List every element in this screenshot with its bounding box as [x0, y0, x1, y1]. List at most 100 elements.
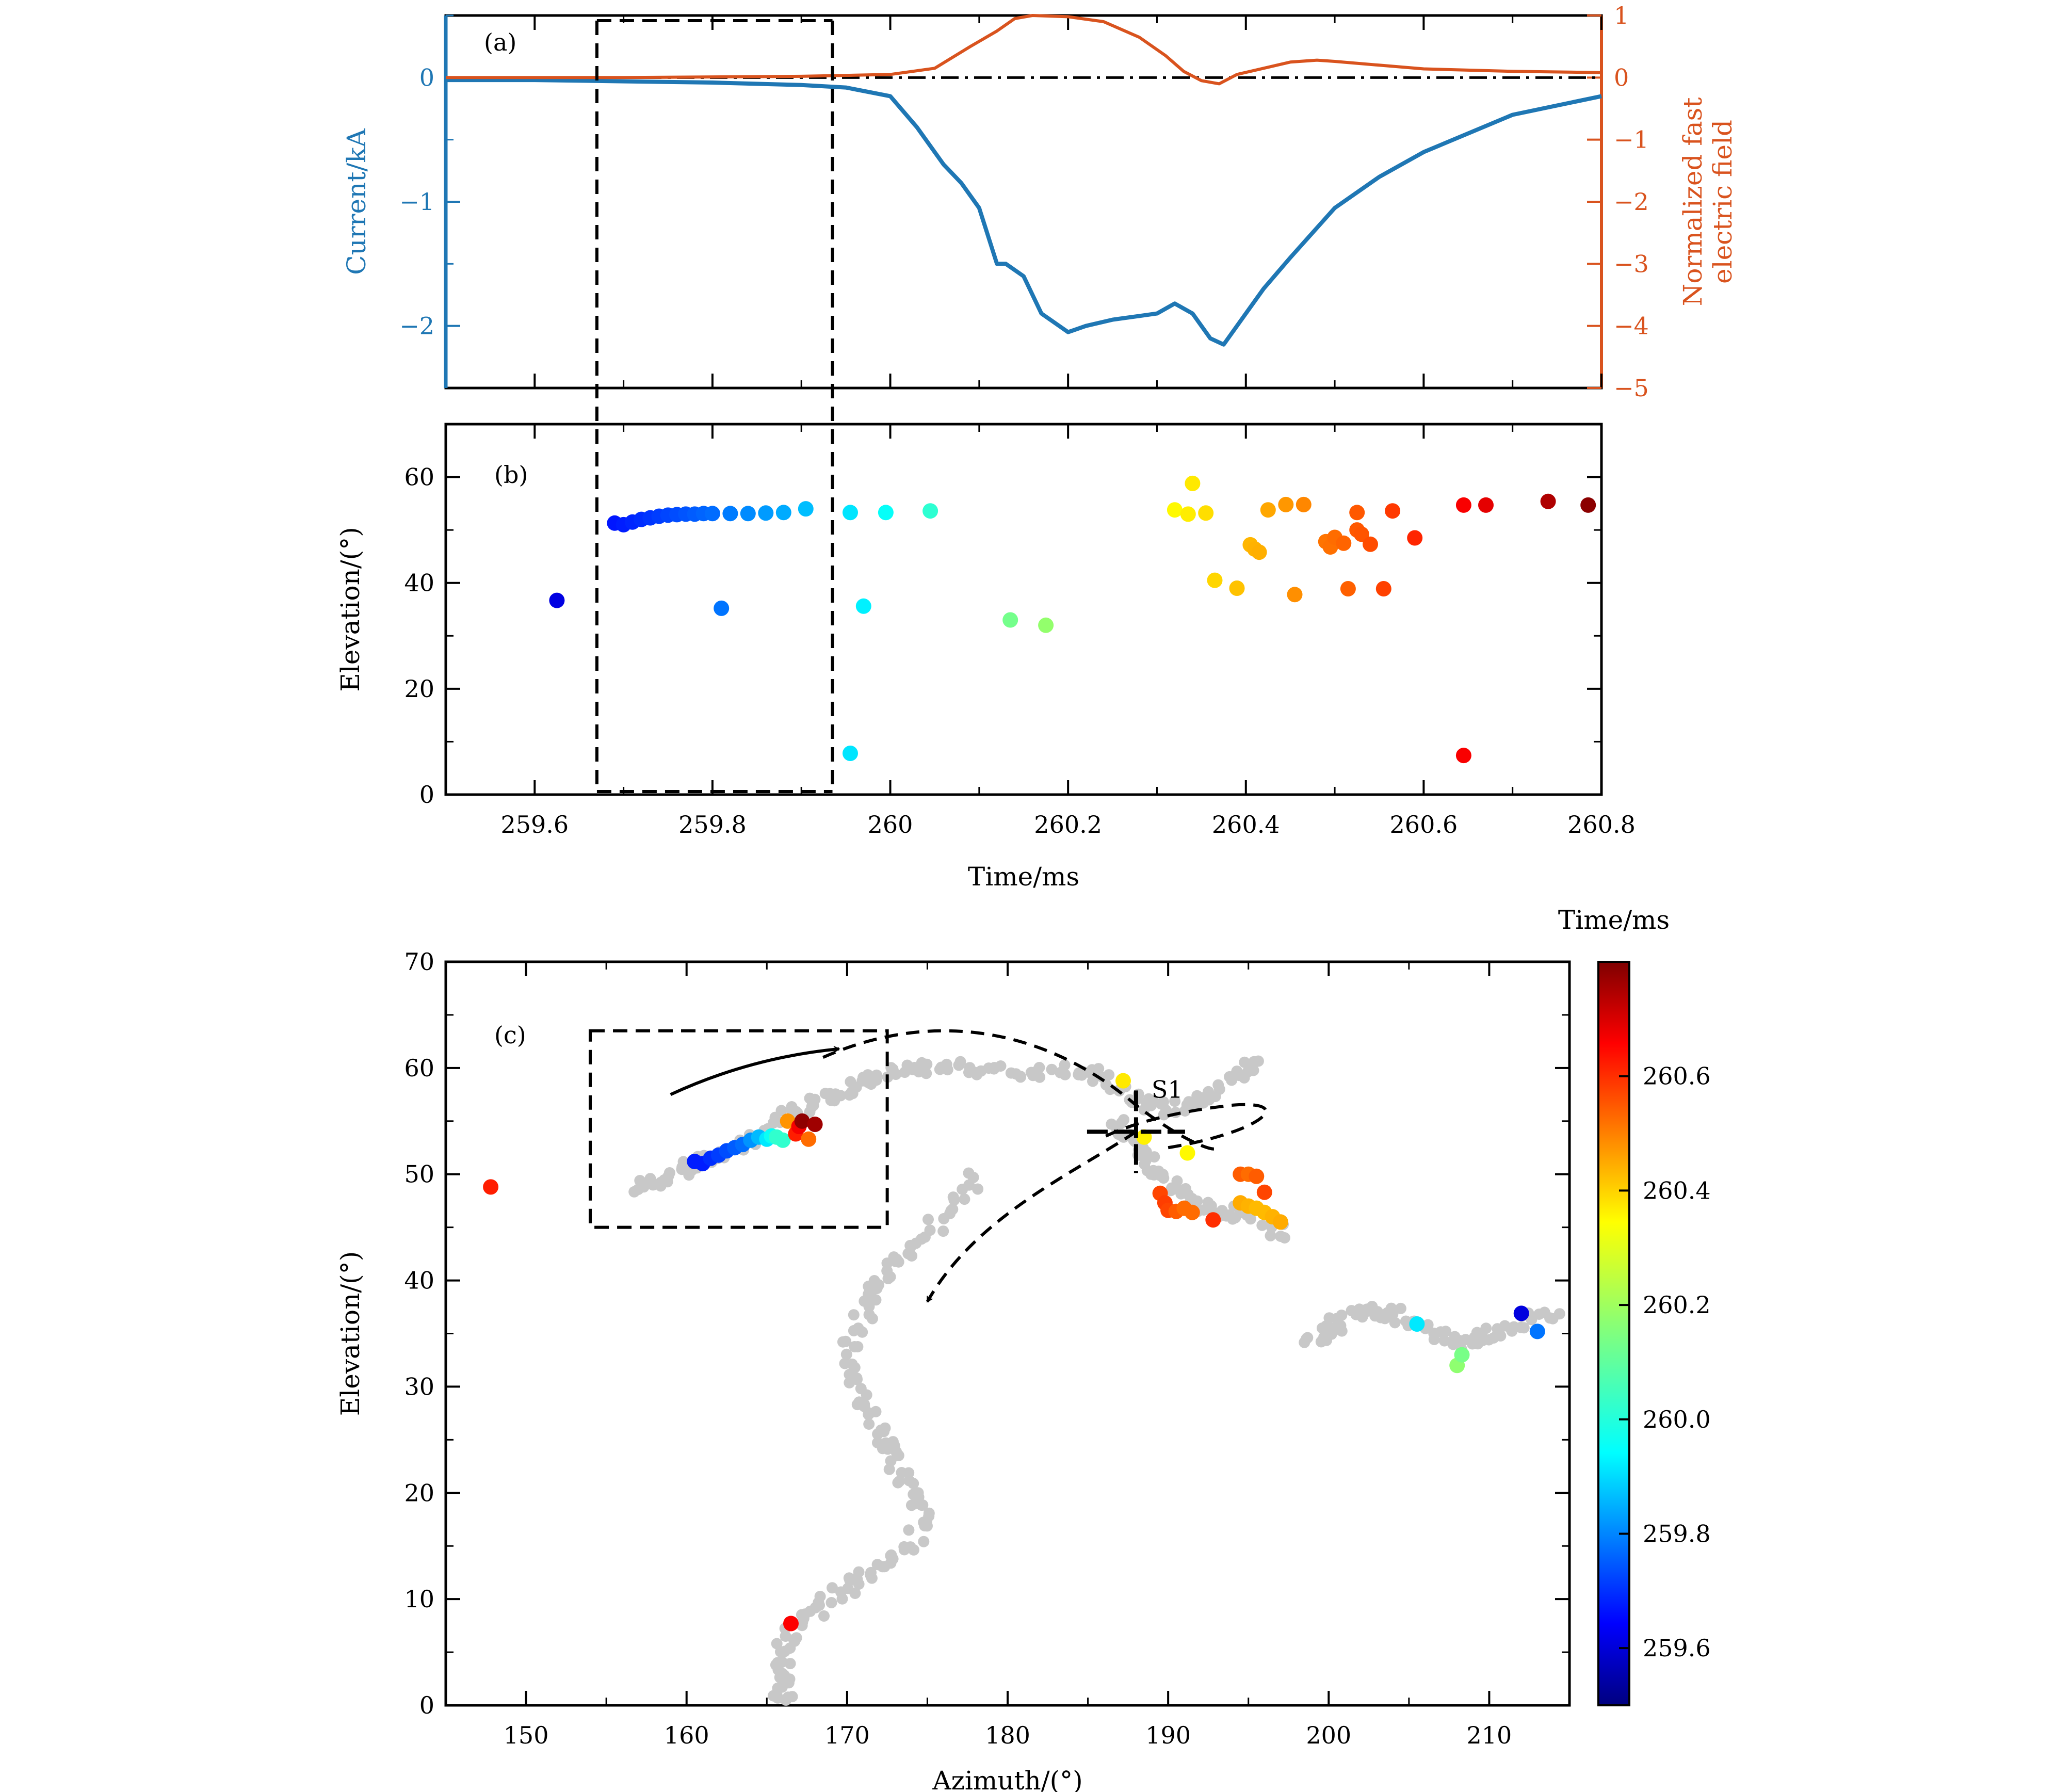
background-source-point — [837, 1336, 849, 1348]
background-source-point — [1400, 1315, 1412, 1327]
background-source-point — [920, 1068, 932, 1079]
x-axis-label-c: Azimuth/(°) — [932, 1766, 1082, 1792]
colorbar-tick-label: 260.4 — [1643, 1176, 1711, 1204]
background-source-point — [893, 1256, 904, 1268]
background-source-point — [904, 1541, 916, 1553]
data-point-c — [483, 1179, 499, 1195]
background-source-point — [1015, 1071, 1026, 1083]
y-tick-label-b: 20 — [404, 675, 434, 703]
data-point-b — [1002, 612, 1018, 628]
plot-frame-a — [444, 14, 1603, 390]
background-source-point — [1544, 1312, 1556, 1324]
panel-c: 150 160 170 180 190 200 210 0 10 20 30 40 50 60 70 Azim… — [335, 948, 1571, 1792]
background-source-point — [964, 1062, 976, 1074]
background-source-point — [1205, 1200, 1217, 1212]
background-source-point — [1034, 1071, 1046, 1083]
background-source-point — [1438, 1335, 1450, 1347]
background-source-point — [1224, 1071, 1236, 1083]
data-point-c — [1409, 1316, 1425, 1332]
data-point-c — [1179, 1145, 1195, 1161]
data-point-c — [801, 1131, 817, 1147]
propagation-arrow-dashed-2 — [926, 1130, 1137, 1303]
background-source-point — [942, 1064, 953, 1076]
data-point-b — [1363, 536, 1378, 552]
x-tick-label-c: 150 — [504, 1721, 549, 1749]
data-point-c — [1454, 1347, 1470, 1363]
x-tick-label-b: 260.4 — [1212, 811, 1280, 838]
data-point-b — [1353, 526, 1369, 542]
y-tick-label-c: 30 — [404, 1373, 434, 1400]
background-source-point — [906, 1250, 918, 1262]
background-source-point — [1336, 1310, 1348, 1321]
background-source-point — [849, 1341, 861, 1352]
left-tick-label: −2 — [399, 312, 434, 340]
background-source-point — [1158, 1172, 1170, 1184]
region-box-c — [589, 1029, 889, 1229]
data-point-b — [775, 505, 791, 521]
data-point-b — [1455, 748, 1471, 764]
background-source-point — [883, 1463, 895, 1475]
data-point-c — [1115, 1073, 1131, 1089]
panel-tag-a: (a) — [484, 28, 516, 56]
background-source-point — [885, 1455, 897, 1467]
data-point-b — [704, 506, 720, 522]
data-point-b — [1349, 505, 1365, 521]
background-source-point — [918, 1536, 930, 1547]
background-source-point — [1316, 1322, 1328, 1334]
panel-a: 0 −1 −2 1 0 −1 −2 −3 −4 −5 Current/kA Normalized fa… — [342, 2, 1738, 402]
background-source-point — [1191, 1195, 1203, 1207]
colorbar-tick-label: 259.6 — [1643, 1634, 1711, 1662]
y-tick-label-c: 70 — [404, 948, 434, 976]
data-point-b — [1229, 580, 1245, 596]
data-point-b — [1296, 496, 1312, 512]
right-tick-label: −4 — [1614, 312, 1649, 340]
background-source-point — [1265, 1230, 1276, 1241]
data-point-b — [1207, 572, 1223, 588]
background-source-point — [845, 1076, 856, 1088]
background-source-point — [1440, 1326, 1452, 1337]
y-tick-label-c: 20 — [404, 1479, 434, 1507]
right-tick-label: −2 — [1614, 188, 1649, 216]
right-axis-label-line1: Normalized fast — [1678, 98, 1708, 306]
background-source-point — [1033, 1062, 1045, 1073]
background-source-point — [861, 1389, 872, 1401]
overlay — [595, 19, 834, 793]
y-tick-label-b: 0 — [419, 781, 434, 809]
background-source-point — [937, 1225, 949, 1237]
data-point-b — [878, 505, 894, 521]
background-source-point — [922, 1214, 934, 1225]
background-source-point — [875, 1424, 887, 1436]
background-source-point — [851, 1374, 863, 1385]
background-source-point — [1191, 1090, 1203, 1102]
data-point-b — [798, 501, 814, 517]
background-source-point — [1480, 1322, 1492, 1334]
y-tick-label-c: 40 — [404, 1267, 434, 1295]
background-source-point — [1169, 1095, 1181, 1107]
background-source-point — [859, 1398, 870, 1410]
plot-frame-b — [444, 423, 1603, 796]
x-tick-label-b: 259.8 — [678, 811, 747, 838]
background-source-point — [775, 1646, 786, 1658]
data-point-b — [1180, 506, 1196, 522]
background-source-point — [1160, 1104, 1172, 1116]
background-source-point — [871, 1283, 883, 1295]
colorbar-tick-label: 259.8 — [1643, 1520, 1711, 1547]
data-point-b — [1407, 530, 1423, 546]
background-source-point — [1203, 1086, 1215, 1097]
y-tick-label-b: 40 — [404, 569, 434, 597]
data-point-b — [740, 506, 756, 522]
background-source-point — [835, 1090, 847, 1102]
x-tick-label-c: 180 — [985, 1721, 1030, 1749]
data-point-c — [1272, 1214, 1288, 1230]
electric-field-line — [446, 14, 1602, 86]
y-tick-label-c: 60 — [404, 1054, 434, 1082]
y-axis-label-b: Elevation/(°) — [335, 527, 365, 691]
background-source-point — [848, 1309, 860, 1321]
data-point-b — [714, 600, 730, 616]
data-point-b — [1287, 587, 1303, 603]
data-point-b — [549, 592, 565, 608]
y-tick-label-c: 50 — [404, 1160, 434, 1188]
background-source-point — [1451, 1337, 1463, 1349]
background-source-point — [825, 1597, 837, 1608]
data-point-c — [807, 1117, 823, 1132]
